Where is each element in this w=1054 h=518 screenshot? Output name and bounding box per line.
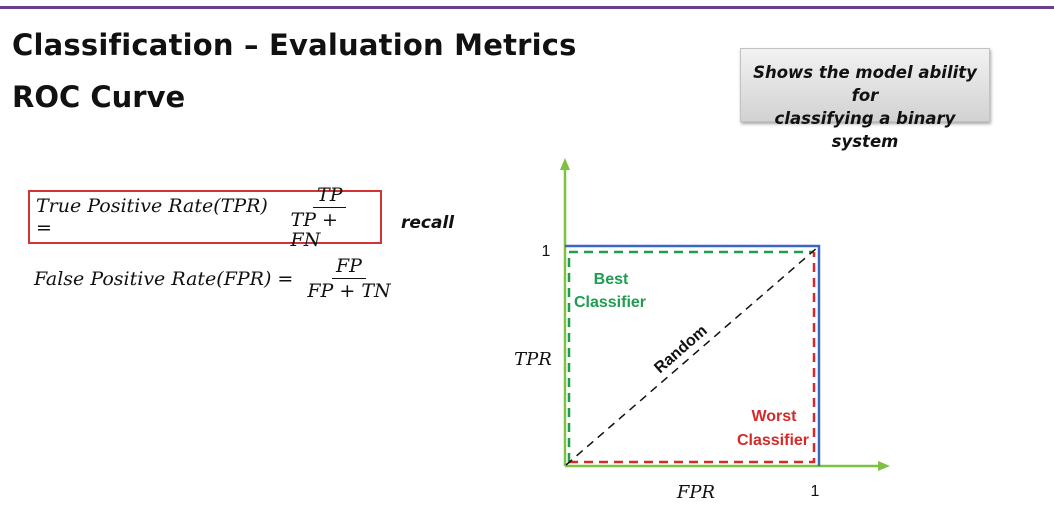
fpr-fraction: FP FP + TN (303, 256, 394, 301)
best-classifier-curve (567, 250, 814, 462)
tpr-fraction: TP TP + FN (287, 185, 373, 250)
x-tick-1: 1 (811, 483, 820, 500)
x-axis-label: FPR (676, 482, 715, 503)
page-title: Classification – Evaluation Metrics (12, 28, 577, 62)
fpr-numerator: FP (332, 256, 366, 279)
fpr-formula-label: False Positive Rate(FPR) = (34, 267, 294, 290)
tpr-formula: True Positive Rate(TPR) = TP TP + FN (28, 185, 382, 250)
random-label: Random (651, 322, 710, 377)
tpr-numerator: TP (313, 185, 347, 208)
roc-diagram: 1 1 TPR FPR Best Classifier Random Worst… (514, 158, 890, 503)
y-axis-arrow (560, 158, 570, 170)
worst-classifier-curve (569, 252, 816, 464)
best-label-line-2: Classifier (574, 294, 646, 311)
page-subtitle: ROC Curve (12, 80, 186, 114)
worst-label-line-1: Worst (751, 408, 797, 425)
perfect-curve (565, 244, 821, 466)
fpr-denominator: FP + TN (307, 280, 391, 302)
recall-tag: recall (401, 213, 455, 233)
best-label-line-1: Best (594, 271, 629, 288)
y-axis-label: TPR (514, 349, 552, 370)
tpr-denominator: TP + FN (290, 208, 338, 251)
callout-line-2: classifying a binary system (774, 109, 956, 151)
worst-label-line-2: Classifier (737, 432, 809, 449)
top-rule (0, 6, 1054, 9)
tpr-formula-label: True Positive Rate(TPR) = (36, 195, 268, 239)
fpr-formula: False Positive Rate(FPR) = FP FP + TN (34, 256, 395, 301)
y-tick-1: 1 (542, 243, 551, 260)
callout-line-1: Shows the model ability for (753, 63, 977, 105)
callout-box: Shows the model ability for classifying … (740, 48, 990, 151)
x-axis-arrow (878, 461, 890, 471)
